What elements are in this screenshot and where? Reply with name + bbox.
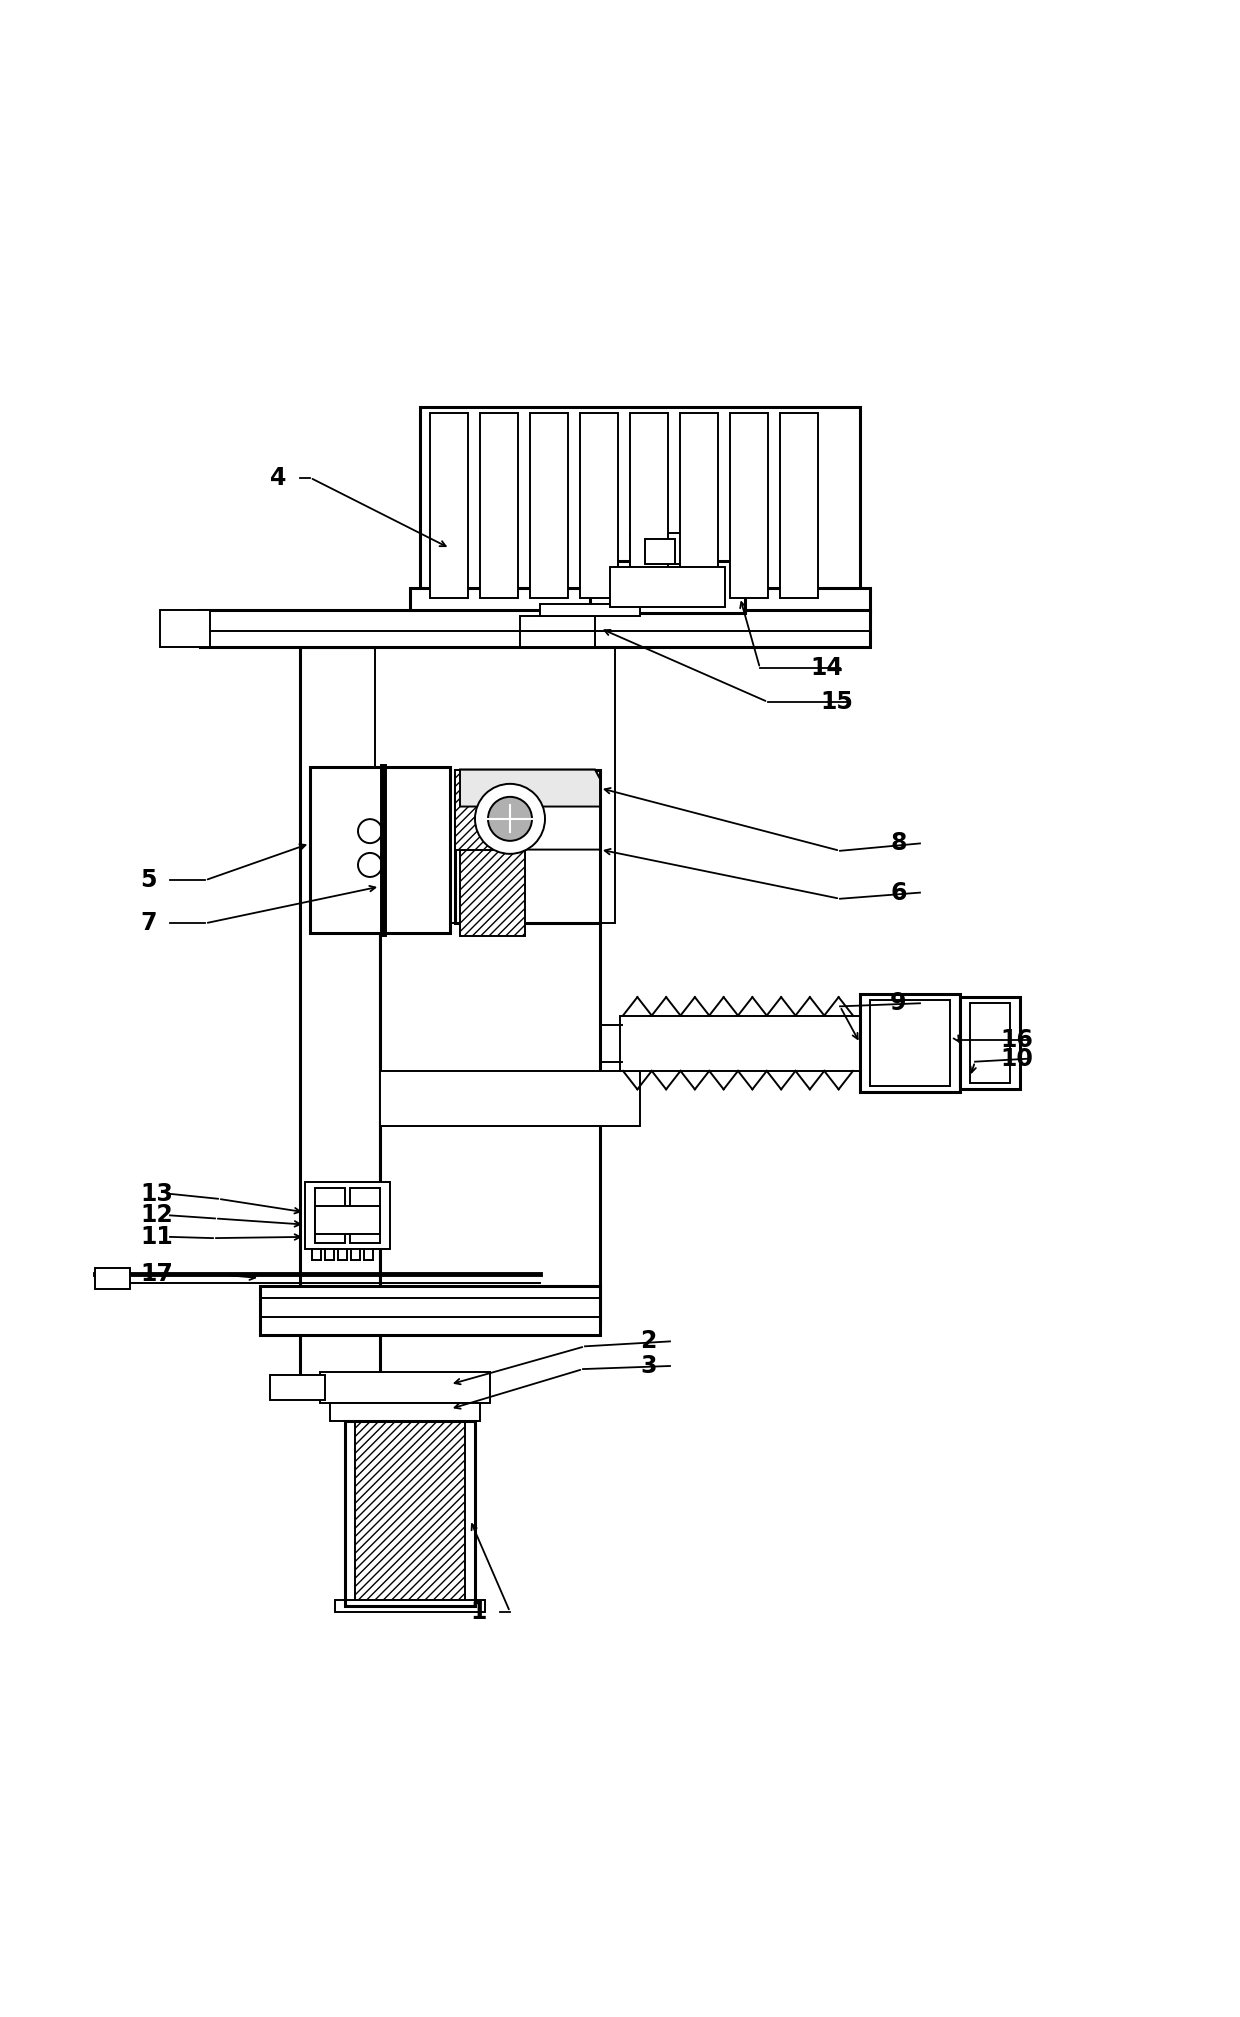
Bar bbox=[620, 1017, 861, 1071]
Bar bbox=[410, 589, 870, 613]
Text: 12: 12 bbox=[140, 1204, 172, 1228]
Text: 14: 14 bbox=[810, 656, 843, 680]
Bar bbox=[315, 1188, 345, 1242]
Bar bbox=[861, 994, 960, 1093]
Text: 17: 17 bbox=[140, 1263, 172, 1285]
Bar bbox=[300, 647, 379, 1384]
Text: 8: 8 bbox=[890, 831, 906, 855]
Bar bbox=[355, 1422, 465, 1606]
Bar bbox=[970, 1002, 1011, 1083]
Text: 3: 3 bbox=[640, 1353, 656, 1378]
Bar bbox=[379, 647, 600, 1323]
Bar bbox=[305, 1182, 391, 1249]
Bar bbox=[960, 996, 1021, 1089]
Bar bbox=[420, 407, 861, 603]
Bar bbox=[580, 413, 618, 597]
Text: 5: 5 bbox=[140, 869, 156, 892]
Bar bbox=[529, 413, 568, 597]
Bar bbox=[335, 1599, 485, 1612]
Bar bbox=[430, 413, 467, 597]
Polygon shape bbox=[460, 770, 600, 849]
Circle shape bbox=[475, 785, 546, 853]
Bar bbox=[270, 1376, 325, 1400]
Bar bbox=[610, 567, 725, 607]
Text: 13: 13 bbox=[140, 1182, 172, 1206]
Bar bbox=[200, 609, 870, 647]
Bar bbox=[320, 1372, 490, 1404]
Bar bbox=[315, 1206, 379, 1234]
Text: 7: 7 bbox=[140, 912, 156, 936]
Bar bbox=[460, 849, 525, 936]
Text: 11: 11 bbox=[140, 1224, 172, 1249]
Bar bbox=[310, 766, 450, 932]
Bar bbox=[630, 413, 668, 597]
Bar bbox=[379, 1071, 640, 1125]
Bar bbox=[730, 413, 768, 597]
Bar bbox=[374, 647, 615, 924]
Bar bbox=[480, 413, 518, 597]
Text: 1: 1 bbox=[470, 1599, 486, 1624]
Text: 10: 10 bbox=[999, 1047, 1033, 1071]
Text: 9: 9 bbox=[890, 990, 906, 1015]
Bar bbox=[520, 615, 595, 647]
Bar bbox=[680, 413, 718, 597]
Bar bbox=[870, 1000, 950, 1087]
Bar bbox=[260, 1287, 600, 1335]
Bar bbox=[645, 539, 675, 563]
Bar bbox=[350, 1188, 379, 1242]
Text: 2: 2 bbox=[640, 1329, 656, 1353]
Bar bbox=[539, 603, 640, 615]
Bar bbox=[780, 413, 818, 597]
Bar bbox=[345, 1422, 475, 1606]
Bar bbox=[330, 1404, 480, 1422]
Text: 15: 15 bbox=[820, 690, 853, 714]
Text: 4: 4 bbox=[270, 466, 286, 490]
Bar bbox=[455, 770, 520, 849]
Circle shape bbox=[489, 797, 532, 841]
Bar bbox=[455, 770, 600, 924]
Text: 16: 16 bbox=[999, 1029, 1033, 1053]
Bar bbox=[160, 609, 210, 647]
Text: 6: 6 bbox=[890, 881, 906, 904]
Polygon shape bbox=[95, 1267, 130, 1289]
Bar bbox=[630, 532, 689, 563]
Polygon shape bbox=[460, 770, 600, 807]
Bar bbox=[590, 561, 745, 613]
